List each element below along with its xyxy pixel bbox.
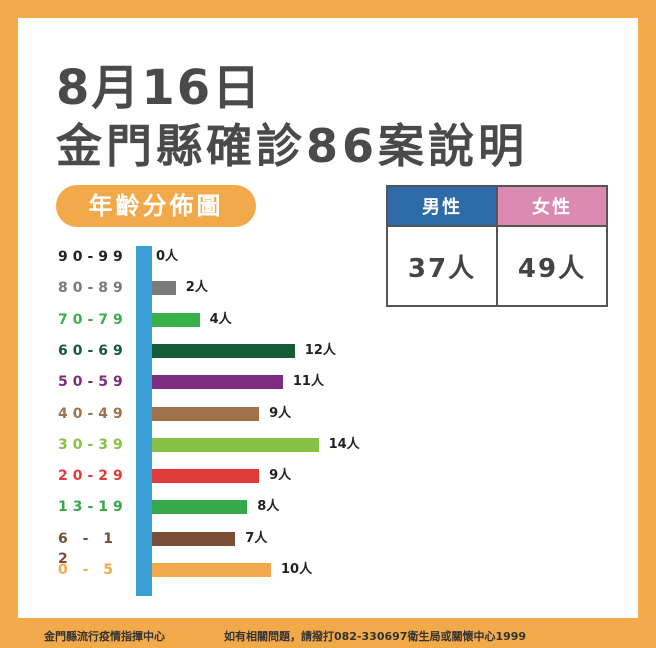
age-bar xyxy=(152,437,319,452)
bar-value: 2人 xyxy=(185,280,208,296)
title-subtitle: 金門縣確診86案說明 xyxy=(56,119,529,173)
age-label: 60-69 xyxy=(58,342,128,359)
age-bar xyxy=(152,375,283,390)
footer-org: 金門縣流行疫情指揮中心 xyxy=(44,630,165,643)
age-bar xyxy=(152,406,260,421)
chart-row: 40-49 9人 xyxy=(0,404,400,424)
bar-value: 9人 xyxy=(269,405,292,421)
section-label: 年齡分佈圖 xyxy=(56,185,256,227)
age-label: 0 - 5 xyxy=(58,562,119,578)
age-label: 90-99 xyxy=(58,249,128,265)
chart-row: 20-29 9人 xyxy=(0,466,400,486)
age-bar xyxy=(152,563,271,577)
bar-value: 11人 xyxy=(292,374,324,390)
age-label: 50-59 xyxy=(58,374,128,391)
bar-value: 4人 xyxy=(209,311,232,327)
male-header: 男性 xyxy=(386,185,498,227)
age-bar xyxy=(152,500,248,515)
chart-row: 0 - 5 10人 xyxy=(0,560,400,580)
male-count: 37人 xyxy=(386,225,498,307)
bar-value: 0人 xyxy=(156,249,179,264)
chart-row: 6 - 1 2 7人 xyxy=(0,529,400,567)
chart-row: 90-99 0人 xyxy=(0,247,400,267)
age-bar xyxy=(152,343,295,358)
content-panel xyxy=(18,18,638,618)
bar-value: 12人 xyxy=(304,342,336,358)
bar-value: 9人 xyxy=(269,468,292,484)
age-label: 70-79 xyxy=(58,311,128,328)
chart-axis xyxy=(136,246,152,596)
age-label: 20-29 xyxy=(58,468,128,485)
gender-table: 男性 女性 37人 49人 xyxy=(386,185,608,307)
age-label: 40-49 xyxy=(58,405,128,422)
age-bar xyxy=(152,531,236,546)
female-header: 女性 xyxy=(496,185,608,227)
chart-row: 60-69 12人 xyxy=(0,341,400,361)
age-label: 13-19 xyxy=(58,499,128,516)
chart-row: 80-89 2人 xyxy=(0,278,400,298)
age-label: 80-89 xyxy=(58,280,128,297)
chart-row: 30-39 14人 xyxy=(0,435,400,455)
footer-contact: 如有相關問題，請撥打082-330697衛生局或關懷中心1999 xyxy=(224,630,527,643)
title-date: 8月16日 xyxy=(56,60,263,116)
age-bar xyxy=(152,469,260,484)
chart-row: 13-19 8人 xyxy=(0,497,400,517)
age-bar xyxy=(152,312,200,327)
female-count: 49人 xyxy=(496,225,608,307)
age-label: 30-39 xyxy=(58,436,128,453)
chart-row: 70-79 4人 xyxy=(0,310,400,330)
age-bar xyxy=(152,281,176,296)
bar-value: 14人 xyxy=(328,436,360,452)
age-label: 6 - 1 2 xyxy=(58,530,119,567)
bar-value: 7人 xyxy=(245,530,268,546)
chart-row: 50-59 11人 xyxy=(0,372,400,392)
bar-value: 8人 xyxy=(257,499,280,515)
bar-value: 10人 xyxy=(281,562,313,577)
